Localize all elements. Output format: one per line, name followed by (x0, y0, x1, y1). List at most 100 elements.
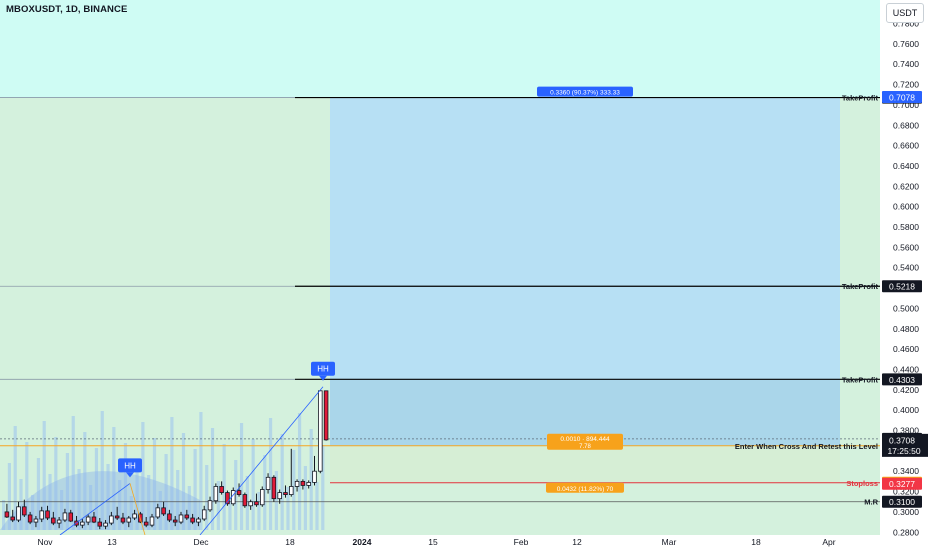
x-tick-label: 2024 (353, 537, 372, 547)
y-tick-label: 0.6400 (893, 161, 919, 171)
volume-bar (13, 426, 17, 530)
price-tag (882, 495, 922, 508)
y-tick-label: 0.4800 (893, 324, 919, 334)
volume-bar (280, 434, 284, 530)
candle (143, 521, 149, 526)
price-tag (882, 280, 922, 293)
volume-bar (274, 471, 278, 530)
volume-bar (94, 448, 99, 530)
candle (242, 494, 248, 507)
volume-bar (118, 480, 122, 530)
candle (312, 470, 317, 483)
trend-line (59, 483, 131, 536)
y-tick-label: 0.4200 (893, 385, 919, 395)
volume-bar (210, 428, 215, 530)
time-axis[interactable] (0, 535, 880, 550)
candle (201, 509, 207, 520)
price-tag-label: 0.4303 (889, 375, 915, 385)
candle (132, 513, 137, 519)
candle (207, 500, 213, 511)
volume-bar (193, 449, 197, 530)
volume-bar (181, 433, 186, 530)
volume-bar (205, 465, 209, 530)
x-tick-label: Nov (37, 537, 53, 547)
level-name-label: M.R (864, 498, 878, 507)
volume-bar (135, 459, 139, 530)
y-tick-label: 0.3200 (893, 487, 919, 497)
hh-marker-pointer (319, 375, 327, 381)
volume-bar (292, 450, 296, 530)
candle (126, 517, 132, 523)
volume-bar (19, 479, 23, 530)
candle (10, 516, 15, 521)
candle (271, 476, 277, 500)
y-tick-label: 0.3000 (893, 507, 919, 517)
volume-bar (100, 411, 104, 530)
target-label: 0.3360 (90.37%) 333.33 (550, 90, 620, 97)
volume-bar (170, 417, 174, 530)
volume-bar (83, 432, 87, 530)
volume-bar (245, 476, 249, 530)
y-tick-label: 0.3800 (893, 426, 919, 436)
x-tick-label: Mar (662, 537, 677, 547)
candle (289, 486, 294, 496)
level-name-label: TakeProfit (842, 94, 879, 103)
volume-bar (303, 466, 307, 530)
level-name-label: Enter When Cross And Retest this Level (735, 442, 878, 451)
hh-marker[interactable] (311, 361, 335, 376)
candle (33, 518, 39, 523)
volume-bar (2, 500, 6, 530)
volume-bar (25, 442, 29, 530)
candle (161, 507, 166, 515)
volume-bar (7, 463, 11, 530)
candle (167, 513, 172, 521)
hh-marker[interactable] (118, 458, 142, 473)
candle (109, 515, 114, 524)
level-name-label: TakeProfit (842, 282, 879, 291)
x-tick-label: 18 (751, 537, 761, 547)
price-tag (882, 373, 922, 386)
volume-bar (228, 497, 232, 530)
candle (300, 480, 306, 486)
volume-bar (71, 416, 75, 530)
y-tick-label: 0.4600 (893, 344, 919, 354)
volume-bar (309, 429, 313, 530)
target-label-box (537, 86, 633, 97)
trend-line (129, 483, 146, 536)
candle (294, 480, 300, 487)
volume-bar (176, 470, 180, 530)
candle (265, 476, 271, 490)
volume-bar (42, 421, 46, 530)
y-tick-label: 0.5800 (893, 222, 919, 232)
volume-bar (199, 412, 203, 530)
x-tick-label: 12 (572, 537, 582, 547)
currency-selector[interactable]: USDT (886, 3, 924, 23)
volume-bar (321, 445, 325, 530)
candle (260, 489, 265, 506)
candle (323, 390, 329, 441)
volume-bar (164, 454, 168, 530)
hh-marker-pointer (126, 472, 134, 478)
volume-bar (106, 464, 110, 530)
entry-label-box (547, 433, 623, 450)
candle (184, 514, 190, 519)
candle (80, 521, 85, 526)
volume-bar (54, 437, 58, 530)
trend-line (199, 386, 324, 536)
candle (248, 501, 253, 507)
loss-zone (330, 445, 840, 483)
stop-label-box (546, 482, 624, 493)
axis-price-tag (882, 90, 922, 103)
y-tick-label: 0.6000 (893, 202, 919, 212)
countdown-label: 17:25:50 (887, 446, 920, 456)
level-name-label: Stoploss (846, 479, 878, 488)
candle (97, 521, 103, 527)
candle (45, 510, 50, 519)
y-tick-label: 0.7400 (893, 59, 919, 69)
volume-bar (286, 487, 290, 530)
y-tick-label: 0.6800 (893, 120, 919, 130)
y-tick-label: 0.5400 (893, 263, 919, 273)
volume-bar (251, 439, 255, 530)
y-tick-label: 0.4400 (893, 364, 919, 374)
